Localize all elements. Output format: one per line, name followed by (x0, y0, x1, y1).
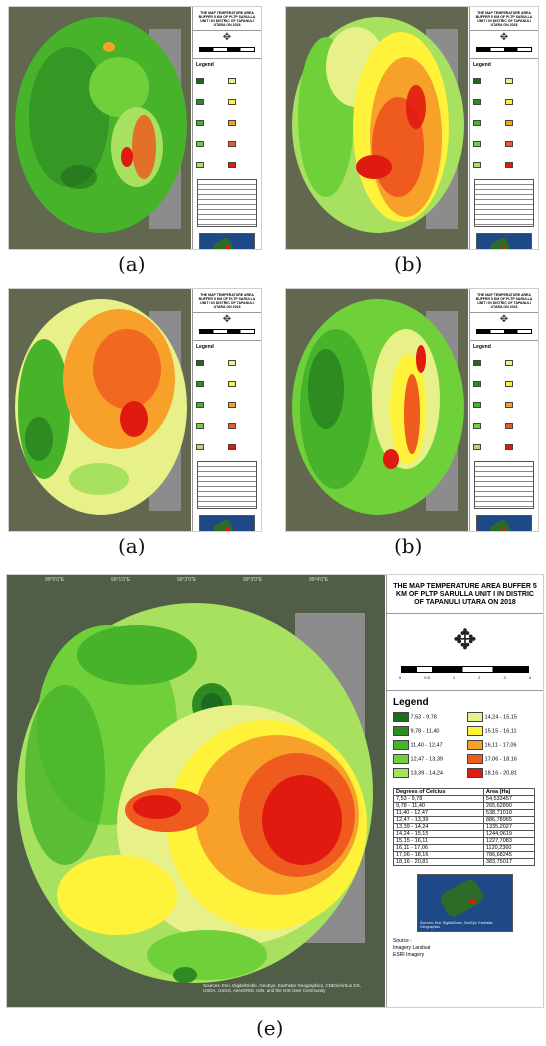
map-panel-1: THE MAP TEMPERATURE AREA BUFFER 5 KM OF … (8, 6, 262, 250)
compass-rose-icon: ✥ (499, 314, 509, 326)
legend-grid-1 (193, 70, 261, 173)
area-table-2 (474, 179, 534, 228)
lon-tick-2: 99°1'0"E (111, 577, 131, 583)
scale-label: 0 (399, 675, 402, 681)
table-row: 17,06 - 18,16 786,68245 (393, 851, 536, 860)
table-row: 14,24 - 15,15 1244,0619 (393, 830, 536, 839)
legend-title-2: Legend (473, 62, 491, 69)
scale-label: 2 (478, 675, 481, 681)
legend-grid-4 (470, 352, 538, 455)
table-row: 7,53 - 9,78 54,533457 (393, 795, 536, 804)
legend-item: 9,78 - 11,40 (393, 726, 463, 737)
compass-rose-icon: ✥ (222, 32, 232, 44)
area-table-1 (197, 179, 257, 228)
inset-map-4 (476, 515, 532, 531)
credit-text: Sources: Esri, DigitalGlobe, GeoEye, Ear… (203, 983, 361, 993)
temperature-map-1 (9, 7, 191, 249)
scale-label: 0.5 (424, 675, 430, 681)
table-header: Degrees of Celcius (393, 788, 484, 797)
legend-item: 17,06 - 18,16 (467, 754, 537, 765)
area-table-3 (197, 461, 257, 510)
table-row: 11,40 - 12,47 538,71018 (393, 809, 536, 818)
map-panel-3: THE MAP TEMPERATURE AREA BUFFER 5 KM OF … (8, 288, 262, 532)
lon-tick-1: 99°0'0"E (45, 577, 65, 583)
source-label: Source : (393, 938, 412, 945)
map-panel-4: THE MAP TEMPERATURE AREA BUFFER 5 KM OF … (285, 288, 539, 532)
inset-credit: Sources: Esri, DigitalGlobe, GeoEye, Ear… (420, 921, 493, 930)
map-panel-main: 99°0'0"E 99°1'0"E 99°2'0"E 99°3'0"E 99°4… (6, 574, 544, 1008)
legend-item: 18,16 - 20,81 (467, 768, 537, 779)
legend-item: 16,11 - 17,06 (467, 740, 537, 751)
legend-item: 14,24 - 15,15 (467, 712, 537, 723)
table-row: 12,47 - 13,39 886,78965 (393, 816, 536, 825)
legend-grid-main: 7,53 - 9,78 14,24 - 15,15 9,78 - 11,40 1… (387, 712, 543, 779)
map-sidebar-2: THE MAP TEMPERATURE AREA BUFFER 5 KM OF … (469, 7, 538, 249)
compass-rose-icon: ✥ (222, 314, 232, 326)
source-block: Source : Imagery Landsat ESRI Imagery (393, 938, 537, 958)
map-panel-2: THE MAP TEMPERATURE AREA BUFFER 5 KM OF … (285, 6, 539, 250)
legend-title-3: Legend (196, 344, 214, 351)
map-title-4: THE MAP TEMPERATURE AREA BUFFER 5 KM OF … (475, 293, 533, 310)
compass-rose-icon: ✥ (499, 32, 509, 44)
temperature-map-3 (9, 289, 191, 531)
scale-bar (401, 666, 529, 674)
legend-grid-3 (193, 352, 261, 455)
temperature-map-main: 99°0'0"E 99°1'0"E 99°2'0"E 99°3'0"E 99°4… (7, 575, 385, 1007)
legend-title-main: Legend (393, 697, 429, 709)
temperature-map-4 (286, 289, 468, 531)
legend-item: 7,53 - 9,78 (393, 712, 463, 723)
legend-item: 12,47 - 13,39 (393, 754, 463, 765)
map-title-main: THE MAP TEMPERATURE AREA BUFFER 5 KM OF … (393, 583, 537, 607)
table-row: 13,39 - 14,24 1335,2027 (393, 823, 536, 832)
source-line: ESRI Imagery (393, 951, 425, 958)
area-table-4 (474, 461, 534, 510)
lon-tick-3: 99°2'0"E (177, 577, 197, 583)
map-sidebar-4: THE MAP TEMPERATURE AREA BUFFER 5 KM OF … (469, 289, 538, 531)
table-row: 9,78 - 11,40 265,62890 (393, 802, 536, 811)
caption-3: (a) (118, 534, 146, 558)
map-sidebar-3: THE MAP TEMPERATURE AREA BUFFER 5 KM OF … (192, 289, 261, 531)
source-line: Imagery Landsat (393, 944, 431, 951)
table-row: 18,16 - 20,81 383,75017 (393, 858, 536, 867)
inset-map-1 (199, 233, 255, 249)
legend-item: 11,40 - 12,47 (393, 740, 463, 751)
map-title-1: THE MAP TEMPERATURE AREA BUFFER 5 KM OF … (198, 11, 256, 28)
area-table-main: Degrees of Celcius Area (Ha) 7,53 - 9,78… (393, 788, 536, 867)
lon-tick-5: 99°4'0"E (309, 577, 329, 583)
scale-label: 1 (452, 675, 456, 681)
legend-item: 13,39 - 14,24 (393, 768, 463, 779)
compass-rose-icon: ✥ (453, 623, 477, 657)
table-row: 16,11 - 17,06 1120,2360 (393, 844, 536, 853)
inset-map-2 (476, 233, 532, 249)
map-title-3: THE MAP TEMPERATURE AREA BUFFER 5 KM OF … (198, 293, 256, 310)
caption-1: (a) (118, 252, 146, 276)
lon-tick-4: 99°3'0"E (243, 577, 263, 583)
legend-title-4: Legend (473, 344, 491, 351)
caption-4: (b) (394, 534, 423, 558)
map-title-2: THE MAP TEMPERATURE AREA BUFFER 5 KM OF … (475, 11, 533, 28)
inset-map-3 (199, 515, 255, 531)
caption-2: (b) (394, 252, 423, 276)
table-header: Area (Ha) (482, 788, 536, 797)
legend-title-1: Legend (196, 62, 214, 69)
legend-grid-2 (470, 70, 538, 173)
map-sidebar-1: THE MAP TEMPERATURE AREA BUFFER 5 KM OF … (192, 7, 261, 249)
temperature-map-2 (286, 7, 468, 249)
scale-label: 3 (503, 675, 506, 681)
caption-5: (e) (256, 1016, 284, 1040)
legend-item: 15,15 - 16,11 (467, 726, 537, 737)
table-row: 15,15 - 16,11 1227,7083 (393, 837, 536, 846)
map-sidebar-main: THE MAP TEMPERATURE AREA BUFFER 5 KM OF … (386, 575, 543, 1007)
scale-label: 4 (528, 675, 531, 681)
inset-map-main: Sources: Esri, DigitalGlobe, GeoEye, Ear… (417, 874, 513, 933)
